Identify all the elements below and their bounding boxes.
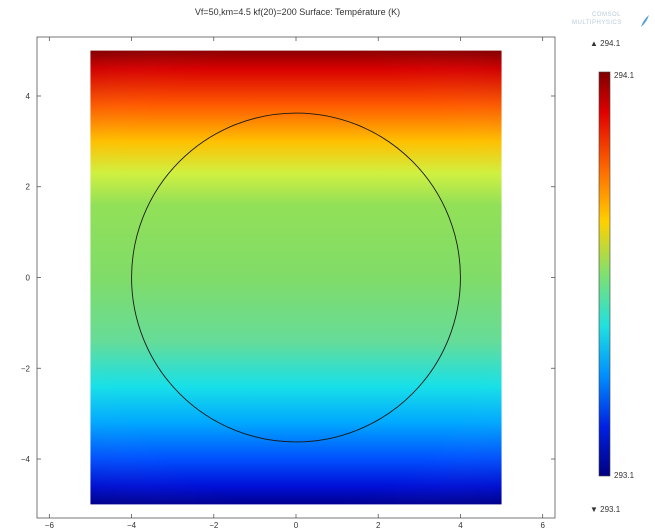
x-tick-label: −6 [45, 521, 55, 530]
inclusion-circle [131, 112, 461, 443]
colorbar-max-marker: ▲ 294.1 [590, 39, 621, 48]
logo-mark-icon [641, 15, 649, 27]
x-tick-label: −4 [127, 521, 137, 530]
x-axis-ticks: −6 −4 −2 0 2 4 6 [45, 37, 545, 530]
y-axis-ticks: −4 −2 0 2 4 [21, 92, 555, 464]
x-tick-label: 6 [540, 521, 545, 530]
colorbar-max-label: 294.1 [614, 71, 635, 80]
colorbar-min-marker: ▼ 293.1 [590, 505, 621, 514]
x-tick-label: −2 [209, 521, 219, 530]
comsol-logo: COMSOL MULTIPHYSICS [570, 10, 650, 32]
plot-title: Vf=50,km=4.5 kf(20)=200 Surface: Tempéra… [194, 7, 401, 17]
y-tick-label: 0 [26, 274, 31, 283]
colorbar-min-label: 293.1 [614, 471, 635, 480]
y-tick-label: −4 [21, 455, 31, 464]
y-tick-label: 4 [26, 92, 31, 101]
temperature-field-shading [90, 50, 502, 505]
logo-text-comsol: COMSOL [592, 12, 622, 18]
x-tick-label: 2 [376, 521, 381, 530]
x-tick-label: 0 [294, 521, 299, 530]
color-legend: 294.1 293.1 ▲ 294.1 ▼ 293.1 [590, 39, 635, 514]
logo-text-multiphysics: MULTIPHYSICS [572, 20, 622, 26]
y-tick-label: 2 [26, 183, 31, 192]
colorbar-gradient [598, 71, 611, 477]
y-tick-label: −2 [21, 364, 31, 373]
x-tick-label: 4 [458, 521, 463, 530]
